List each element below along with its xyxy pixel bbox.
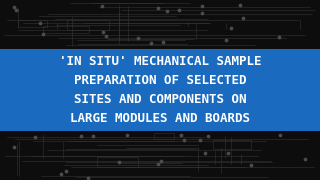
Point [79, 135, 84, 138]
Point [41, 32, 46, 35]
Point [160, 40, 165, 43]
Text: 'IN SITU' MECHANICAL SAMPLE: 'IN SITU' MECHANICAL SAMPLE [59, 55, 261, 68]
Point [199, 5, 204, 8]
Point [237, 4, 243, 6]
Bar [212, 140, 251, 149]
Point [100, 4, 105, 7]
Point [33, 136, 38, 138]
Text: PREPARATION OF SELECTED: PREPARATION OF SELECTED [74, 74, 246, 87]
Bar [97, 157, 139, 166]
Point [156, 6, 161, 9]
Bar [67, 20, 109, 30]
Point [100, 31, 106, 34]
Point [223, 38, 228, 41]
Point [176, 9, 181, 12]
Point [158, 159, 164, 162]
Text: LARGE MODULES AND BOARDS: LARGE MODULES AND BOARDS [70, 112, 250, 125]
Bar [154, 133, 174, 139]
Bar [43, 26, 89, 33]
Point [90, 135, 95, 138]
Bar [0, 49, 320, 131]
Point [228, 27, 233, 30]
Point [37, 21, 42, 24]
Point [248, 163, 253, 166]
Point [278, 133, 283, 136]
Point [181, 138, 186, 141]
Point [276, 35, 282, 38]
Point [202, 151, 207, 154]
Point [64, 169, 69, 172]
Point [135, 37, 140, 40]
Point [85, 176, 91, 179]
Point [179, 134, 184, 137]
Point [303, 158, 308, 160]
Point [155, 163, 160, 165]
Point [12, 5, 17, 8]
Point [11, 145, 16, 148]
Point [104, 34, 109, 37]
Point [200, 11, 205, 14]
Point [241, 17, 246, 20]
Point [117, 160, 122, 163]
Point [149, 42, 154, 45]
Bar [18, 20, 47, 27]
Point [58, 172, 63, 175]
Point [164, 9, 170, 12]
Point [206, 134, 211, 137]
Point [198, 138, 203, 141]
Point [226, 152, 231, 155]
Point [124, 133, 130, 136]
Text: SITES AND COMPONENTS ON: SITES AND COMPONENTS ON [74, 93, 246, 106]
Point [13, 9, 19, 12]
